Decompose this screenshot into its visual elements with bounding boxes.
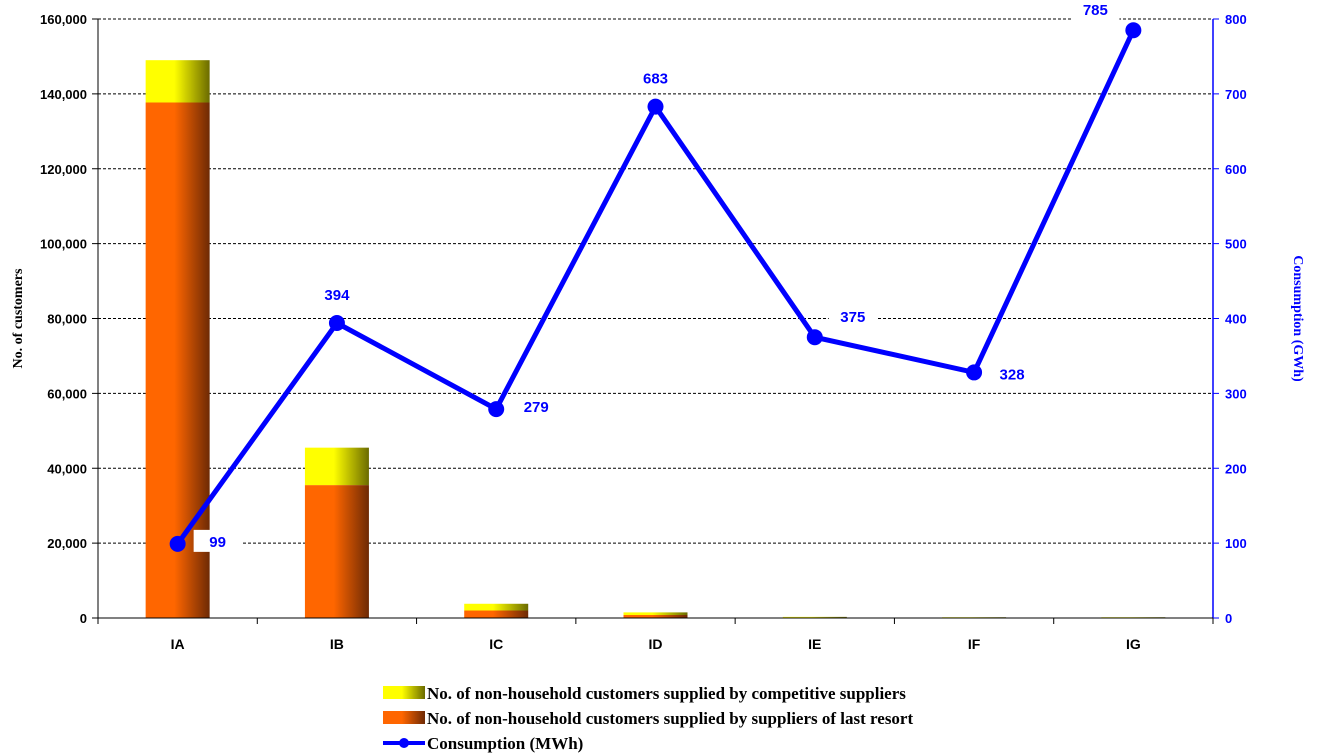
data-label: 785	[1083, 2, 1108, 19]
data-label-bg	[512, 395, 561, 418]
bar-competitive-ie	[782, 616, 847, 618]
consumption-point	[1125, 22, 1142, 39]
consumption-point	[169, 535, 186, 552]
bars	[145, 60, 1166, 619]
left-tick-label: 80,000	[47, 312, 87, 327]
data-label: 375	[840, 309, 865, 326]
legend-last-resort-swatch	[383, 711, 425, 724]
consumption-line	[169, 22, 1142, 552]
category-label: IB	[330, 636, 344, 652]
bar-competitive-ib	[304, 447, 369, 486]
data-label-bg	[988, 362, 1037, 385]
category-label: IG	[1126, 636, 1141, 652]
left-tick-label: 40,000	[47, 461, 87, 476]
right-tick-label: 500	[1225, 237, 1247, 252]
data-label: 328	[1000, 366, 1025, 383]
legend-consumption-label: Consumption (MWh)	[427, 734, 583, 753]
left-tick-label: 100,000	[40, 237, 87, 252]
data-label-bg	[631, 66, 680, 89]
legend-competitive-label: No. of non-household customers supplied …	[427, 684, 906, 703]
right-tick-label: 400	[1225, 312, 1247, 327]
right-tick-label: 300	[1225, 386, 1247, 401]
consumption-point	[966, 364, 983, 381]
data-label-bg	[1071, 0, 1120, 21]
consumption-point	[647, 98, 664, 115]
left-tick-label: 140,000	[40, 87, 87, 102]
data-label: 99	[209, 534, 226, 551]
left-tick-label: 20,000	[47, 536, 87, 551]
category-label: IF	[968, 636, 981, 652]
category-label: ID	[649, 636, 663, 652]
left-tick-label: 120,000	[40, 162, 87, 177]
bar-last-resort-id	[623, 615, 688, 618]
data-label: 683	[643, 71, 668, 88]
legend-competitive-swatch	[383, 686, 425, 699]
labels: 99 394 279 683 375 328 785	[193, 0, 1120, 552]
consumption-point	[488, 401, 505, 418]
bar-last-resort-ib	[304, 485, 369, 618]
left-tick-label: 60,000	[47, 386, 87, 401]
data-label-bg	[828, 305, 877, 328]
category-label: IE	[808, 636, 821, 652]
bar-competitive-ia	[145, 60, 210, 103]
legend-consumption-marker	[399, 738, 409, 748]
right-tick-label: 100	[1225, 536, 1247, 551]
data-label: 394	[324, 287, 350, 304]
category-label: IA	[171, 636, 185, 652]
consumption-point	[806, 329, 823, 346]
gridlines	[98, 18, 1213, 544]
right-tick-label: 600	[1225, 162, 1247, 177]
left-axis-title: No. of customers	[11, 268, 26, 368]
data-label: 279	[524, 399, 549, 416]
category-label: IC	[489, 636, 503, 652]
right-tick-label: 0	[1225, 611, 1232, 626]
data-label-bg	[193, 529, 242, 552]
axes: 0 0 20,000 100 40,000 200 60,000 300 80,000 400 10…	[11, 12, 1305, 652]
data-label-bg	[312, 282, 361, 305]
bar-last-resort-ic	[464, 610, 529, 618]
legend-last-resort-label: No. of non-household customers supplied …	[427, 709, 913, 728]
bar-competitive-id	[623, 612, 688, 616]
right-tick-label: 700	[1225, 87, 1247, 102]
consumption-point	[328, 314, 345, 331]
right-tick-label: 200	[1225, 461, 1247, 476]
right-tick-label: 800	[1225, 12, 1247, 27]
bar-competitive-ic	[464, 603, 529, 611]
left-tick-label: 160,000	[40, 12, 87, 27]
legend: No. of non-household customers supplied …	[383, 684, 913, 753]
left-tick-label: 0	[80, 611, 87, 626]
right-axis-title: Consumption (GWh)	[1290, 255, 1305, 382]
